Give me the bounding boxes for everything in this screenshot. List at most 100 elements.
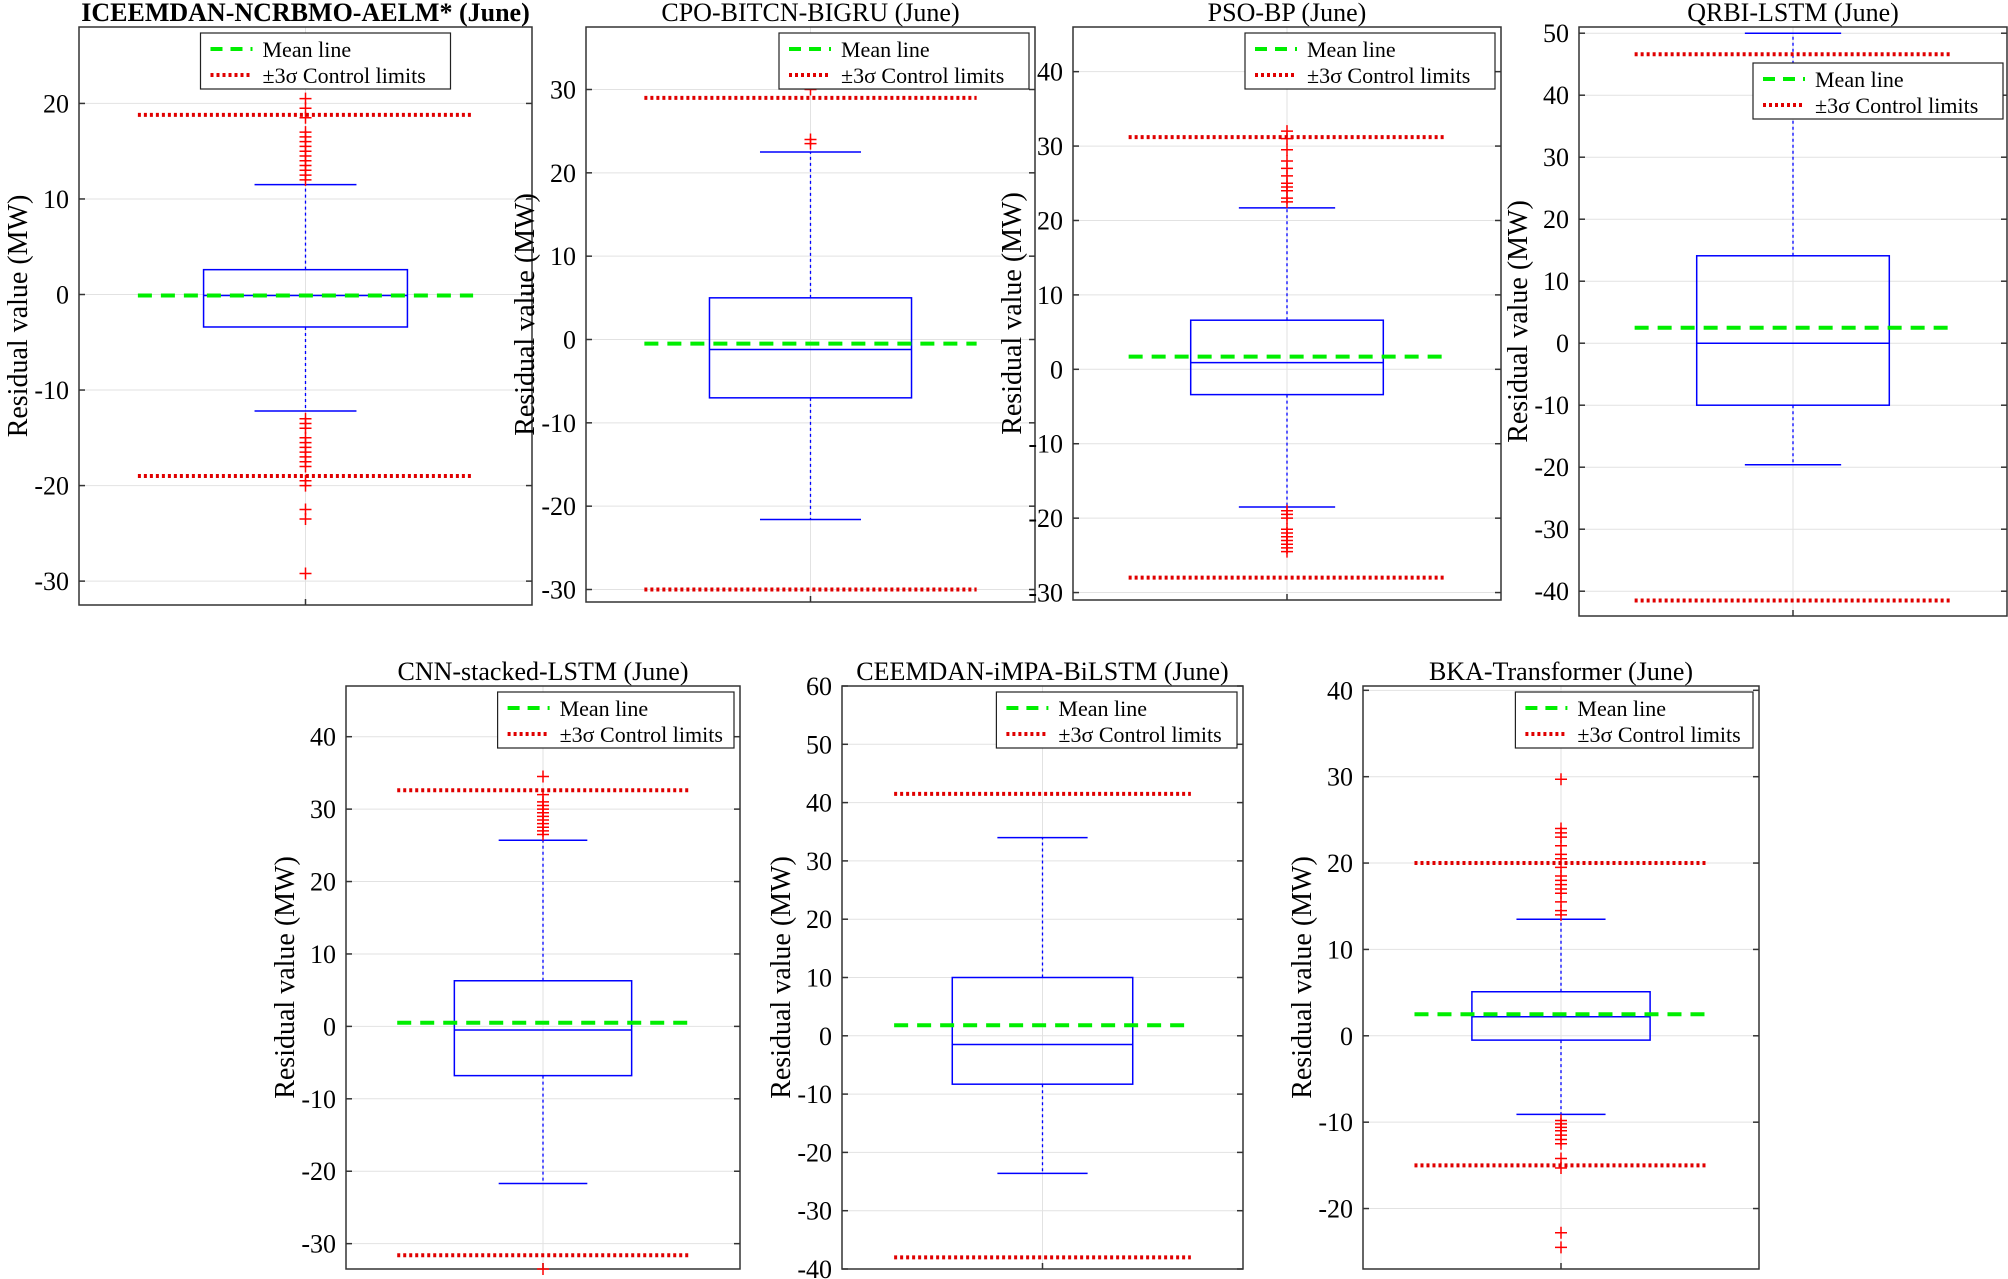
y-axis-label: Residual value (MW) xyxy=(510,193,541,436)
y-tick-label: 0 xyxy=(1050,355,1063,384)
y-tick-label: 20 xyxy=(1543,205,1569,234)
y-tick-label: 10 xyxy=(310,940,336,969)
legend-limits-label: ±3σ Control limits xyxy=(560,722,723,747)
y-tick-label: 20 xyxy=(310,868,336,897)
y-tick-label: 0 xyxy=(1556,329,1569,358)
y-axis-label: Residual value (MW) xyxy=(1287,856,1318,1099)
y-tick-label: -10 xyxy=(1534,391,1569,420)
legend: Mean line±3σ Control limits xyxy=(778,32,1030,90)
legend: Mean line±3σ Control limits xyxy=(995,691,1238,749)
boxplot-panel: -30 -20 -10 0 10 20 30 40 Residual value (MW) CNN… xyxy=(270,657,741,1275)
outlier-point xyxy=(299,479,312,492)
y-tick-label: -30 xyxy=(797,1197,832,1226)
y-tick-label: 30 xyxy=(1037,132,1063,161)
legend-box xyxy=(995,691,1238,749)
y-tick-label: -10 xyxy=(1028,430,1063,459)
boxplot-panel: -30 -20 -10 0 10 20 Residual value (MW) ICEEMDA… xyxy=(3,0,533,606)
iqr-box xyxy=(1695,255,1891,406)
legend: Mean line±3σ Control limits xyxy=(1244,32,1496,90)
y-tick-label: 20 xyxy=(1327,849,1353,878)
legend-mean-label: Mean line xyxy=(263,37,352,62)
chart-title: CEEMDAN-iMPA-BiLSTM (June) xyxy=(856,657,1228,686)
y-tick-label: 50 xyxy=(806,730,832,759)
outlier-point xyxy=(299,460,312,473)
y-tick-label: 40 xyxy=(1543,81,1569,110)
y-tick-label: -40 xyxy=(797,1255,832,1279)
legend-box xyxy=(1514,691,1754,749)
y-tick-label: -40 xyxy=(1534,577,1569,606)
boxplot-panel: -30 -20 -10 0 10 20 30 Residual value (MW) CPO-B… xyxy=(510,0,1036,605)
boxplot-panel: -20 -10 0 10 20 30 40 Residual value (MW) BKA-Tr… xyxy=(1287,657,1760,1270)
iqr-box xyxy=(453,980,633,1077)
outlier-point xyxy=(299,513,312,526)
y-tick-label: 30 xyxy=(806,847,832,876)
legend-mean-label: Mean line xyxy=(560,696,649,721)
legend-limits-label: ±3σ Control limits xyxy=(1815,93,1978,118)
chart-title: CNN-stacked-LSTM (June) xyxy=(398,657,689,686)
outlier-point xyxy=(537,1263,549,1275)
legend-mean-label: Mean line xyxy=(1307,37,1396,62)
y-tick-label: 20 xyxy=(43,89,69,118)
outlier-point xyxy=(299,567,312,580)
y-tick-label: 40 xyxy=(310,723,336,752)
legend-limits-label: ±3σ Control limits xyxy=(1577,722,1740,747)
chart-title: BKA-Transformer (June) xyxy=(1429,657,1693,686)
y-tick-label: 10 xyxy=(1037,281,1063,310)
y-tick-label: 30 xyxy=(1543,143,1569,172)
y-tick-label: 30 xyxy=(1327,763,1353,792)
legend-box xyxy=(1244,32,1496,90)
outlier-point xyxy=(1281,545,1293,558)
y-axis-label: Residual value (MW) xyxy=(270,856,301,1099)
legend: Mean line±3σ Control limits xyxy=(1514,691,1754,749)
outlier-point xyxy=(1555,822,1567,835)
outlier-point xyxy=(1555,1226,1567,1239)
y-axis-label: Residual value (MW) xyxy=(766,856,797,1099)
legend-box xyxy=(778,32,1030,90)
outlier-point xyxy=(537,770,549,783)
y-tick-label: 10 xyxy=(1543,267,1569,296)
y-tick-label: 40 xyxy=(806,789,832,818)
legend-limits-label: ±3σ Control limits xyxy=(263,63,426,88)
outlier-point xyxy=(1281,154,1293,167)
boxplot-panel: -30 -20 -10 0 10 20 30 40 Residual value (MW) PSO… xyxy=(997,0,1502,608)
y-tick-label: 30 xyxy=(550,76,576,105)
y-tick-label: 0 xyxy=(819,1022,832,1051)
chart-title: CPO-BITCN-BIGRU (June) xyxy=(661,0,959,27)
iqr-box xyxy=(951,976,1134,1085)
y-tick-label: -20 xyxy=(301,1157,336,1186)
y-tick-label: 0 xyxy=(323,1012,336,1041)
y-tick-label: 20 xyxy=(806,905,832,934)
chart-title: ICEEMDAN-NCRBMO-AELM* (June) xyxy=(81,0,529,27)
y-tick-label: -30 xyxy=(541,576,576,605)
y-tick-label: -10 xyxy=(301,1085,336,1114)
y-tick-label: -10 xyxy=(34,376,69,405)
y-tick-label: 20 xyxy=(550,159,576,188)
outlier-point xyxy=(299,92,312,105)
outlier-point xyxy=(1281,512,1293,525)
y-tick-label: -10 xyxy=(1318,1108,1353,1137)
y-tick-label: -20 xyxy=(1318,1195,1353,1224)
boxplot-panel: -40 -30 -20 -10 0 10 20 30 40 50 60 Residual value … xyxy=(766,657,1244,1279)
legend-mean-label: Mean line xyxy=(1577,696,1666,721)
y-tick-label: -30 xyxy=(301,1230,336,1259)
legend: Mean line±3σ Control limits xyxy=(497,691,735,749)
legend-mean-label: Mean line xyxy=(841,37,930,62)
y-tick-label: -10 xyxy=(541,409,576,438)
y-tick-label: -10 xyxy=(797,1080,832,1109)
y-tick-label: 0 xyxy=(1340,1022,1353,1051)
iqr-box xyxy=(202,268,409,328)
legend: Mean line±3σ Control limits xyxy=(199,32,452,90)
y-tick-label: 60 xyxy=(806,672,832,701)
outlier-point xyxy=(1281,143,1293,156)
boxplot-panel: -40 -30 -20 -10 0 10 20 30 40 50 Residual value (M… xyxy=(1503,0,2008,617)
y-tick-label: -30 xyxy=(1028,579,1063,608)
legend: Mean line±3σ Control limits xyxy=(1752,62,2004,120)
legend-limits-label: ±3σ Control limits xyxy=(1058,722,1221,747)
legend-limits-label: ±3σ Control limits xyxy=(1307,63,1470,88)
y-tick-label: -30 xyxy=(34,567,69,596)
chart-title: QRBI-LSTM (June) xyxy=(1687,0,1899,27)
outlier-point xyxy=(299,126,312,139)
y-tick-label: 10 xyxy=(550,242,576,271)
legend-box xyxy=(199,32,452,90)
y-tick-label: -20 xyxy=(541,492,576,521)
